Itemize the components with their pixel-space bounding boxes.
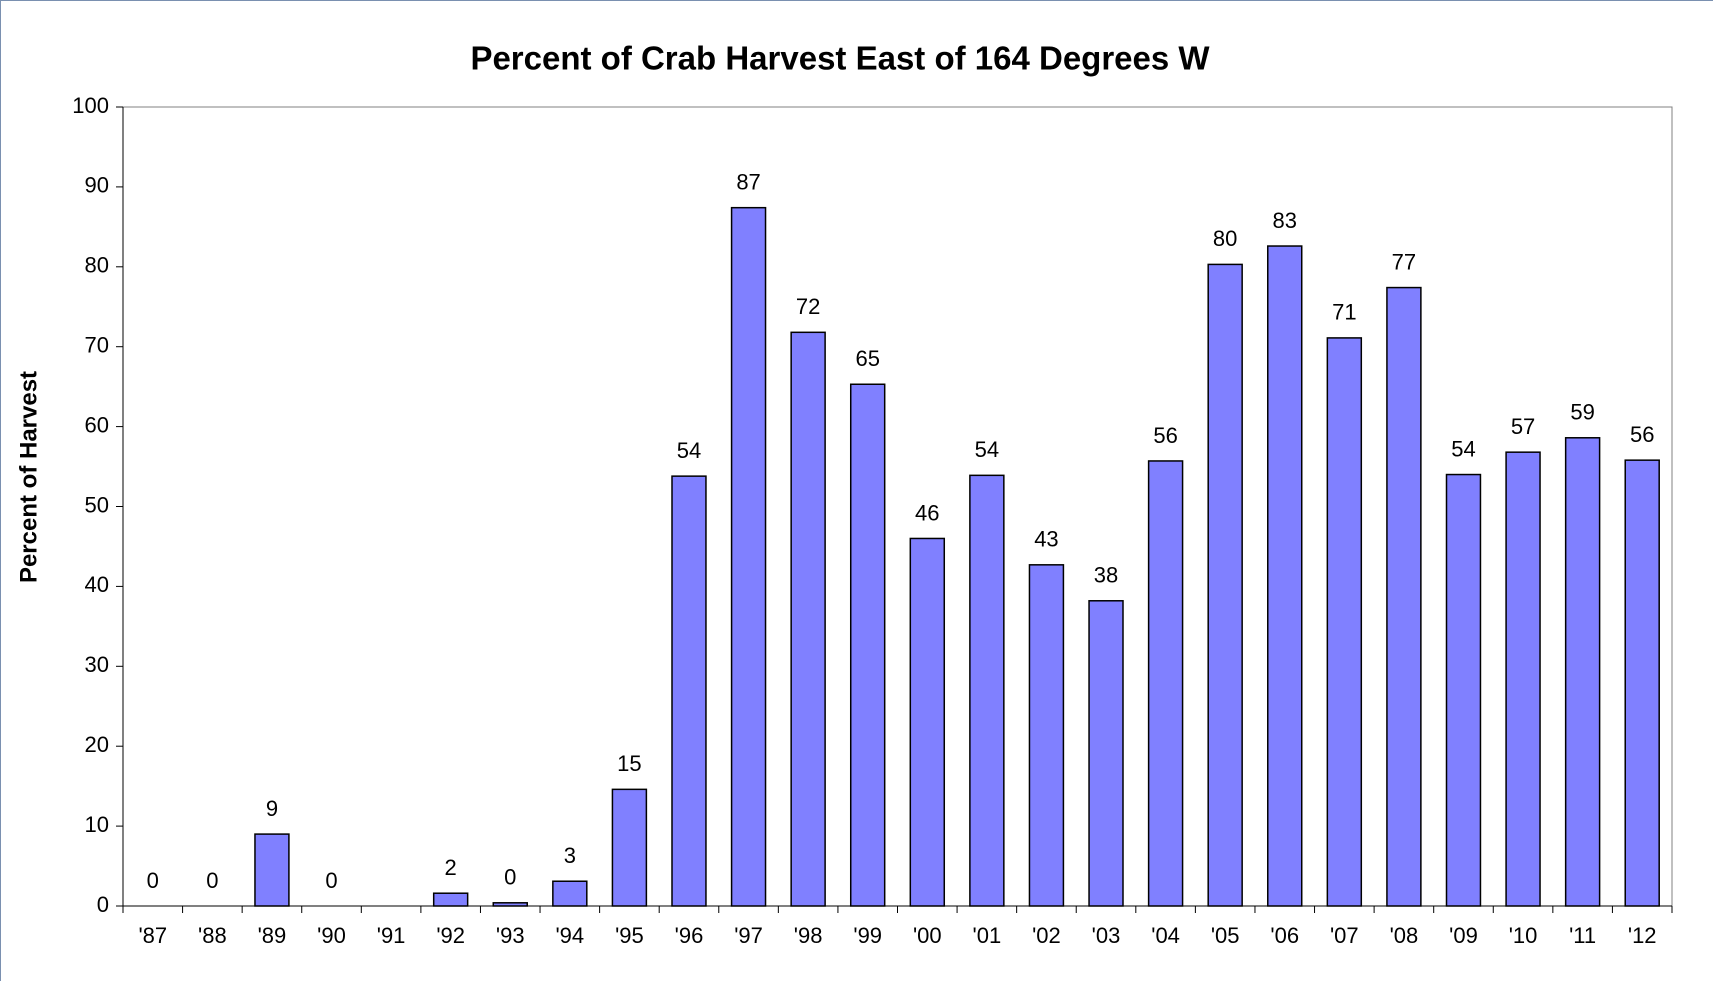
x-tick-label: '93 (496, 923, 525, 948)
value-label: 3 (564, 843, 576, 868)
x-tick-label: '03 (1092, 923, 1121, 948)
value-label: 65 (855, 346, 879, 371)
x-tick-label: '12 (1628, 923, 1657, 948)
value-label: 87 (736, 169, 760, 194)
y-tick-label: 30 (85, 652, 109, 677)
x-tick-label: '09 (1449, 923, 1478, 948)
x-tick-label: '06 (1270, 923, 1299, 948)
bar (492, 902, 528, 907)
x-tick-label: '98 (794, 923, 823, 948)
value-label: 72 (796, 294, 820, 319)
bar (611, 788, 648, 907)
x-tick-label: '05 (1211, 923, 1240, 948)
value-label: 56 (1630, 422, 1654, 447)
y-tick-label: 80 (85, 253, 109, 278)
x-tick-label: '92 (436, 923, 465, 948)
y-tick-label: 20 (85, 732, 109, 757)
bar (254, 833, 290, 907)
bar (1147, 460, 1184, 907)
bar (1326, 337, 1363, 907)
x-tick-label: '04 (1151, 923, 1180, 948)
value-label: 46 (915, 500, 939, 525)
value-label: 0 (325, 868, 337, 893)
bar (1445, 473, 1482, 907)
y-tick-label: 70 (85, 333, 109, 358)
bar (730, 206, 767, 907)
x-tick-label: '11 (1569, 923, 1596, 948)
bar (1386, 286, 1422, 907)
bar (1088, 600, 1124, 907)
bar (849, 383, 886, 907)
x-tick-label: '91 (377, 923, 406, 948)
y-axis-label: Percent of Harvest (15, 371, 42, 583)
bar (1624, 459, 1660, 907)
x-tick-label: '08 (1390, 923, 1419, 948)
x-tick-label: '95 (615, 923, 644, 948)
y-tick-label: 0 (97, 892, 109, 917)
value-label: 54 (677, 438, 701, 463)
bar (1564, 437, 1601, 907)
x-tick-label: '07 (1330, 923, 1359, 948)
y-tick-label: 40 (85, 572, 109, 597)
value-label: 59 (1570, 400, 1594, 425)
value-label: 80 (1213, 226, 1237, 251)
x-tick-label: '01 (973, 923, 1002, 948)
x-tick-label: '87 (138, 923, 167, 948)
value-label: 54 (1451, 436, 1475, 461)
bar (1505, 451, 1541, 907)
x-tick-label: '99 (853, 923, 882, 948)
bar (432, 892, 469, 907)
bar (909, 537, 946, 907)
x-tick-label: '02 (1032, 923, 1061, 948)
x-tick-label: '88 (198, 923, 227, 948)
plot-area (122, 106, 1673, 907)
bar (1207, 263, 1243, 907)
value-label: 0 (206, 868, 218, 893)
x-tick-label: '00 (913, 923, 942, 948)
value-label: 54 (975, 437, 999, 462)
value-label: 9 (266, 796, 278, 821)
bar (552, 880, 588, 907)
chart-title: Percent of Crab Harvest East of 164 Degr… (470, 40, 1210, 77)
y-tick-label: 100 (72, 93, 109, 118)
value-label: 15 (617, 751, 641, 776)
value-label: 83 (1273, 208, 1297, 233)
y-tick-label: 60 (85, 412, 109, 437)
value-label: 43 (1034, 527, 1058, 552)
y-tick-label: 50 (85, 492, 109, 517)
value-label: 56 (1153, 423, 1177, 448)
value-label: 77 (1392, 249, 1416, 274)
x-tick-label: '10 (1509, 923, 1538, 948)
x-tick-label: '97 (734, 923, 763, 948)
bar (1267, 245, 1303, 907)
x-tick-label: '96 (675, 923, 704, 948)
bar (790, 331, 826, 907)
bar (1028, 564, 1065, 907)
value-label: 71 (1332, 300, 1356, 325)
y-tick-label: 90 (85, 173, 109, 198)
bar (969, 474, 1005, 907)
x-tick-label: '90 (317, 923, 346, 948)
x-tick-label: '94 (555, 923, 584, 948)
value-label: 57 (1511, 414, 1535, 439)
value-label: 38 (1094, 563, 1118, 588)
value-label: 2 (445, 855, 457, 880)
y-tick-label: 10 (85, 812, 109, 837)
x-tick-label: '89 (258, 923, 287, 948)
bar (671, 475, 707, 907)
value-label: 0 (147, 868, 159, 893)
value-label: 0 (504, 865, 516, 890)
